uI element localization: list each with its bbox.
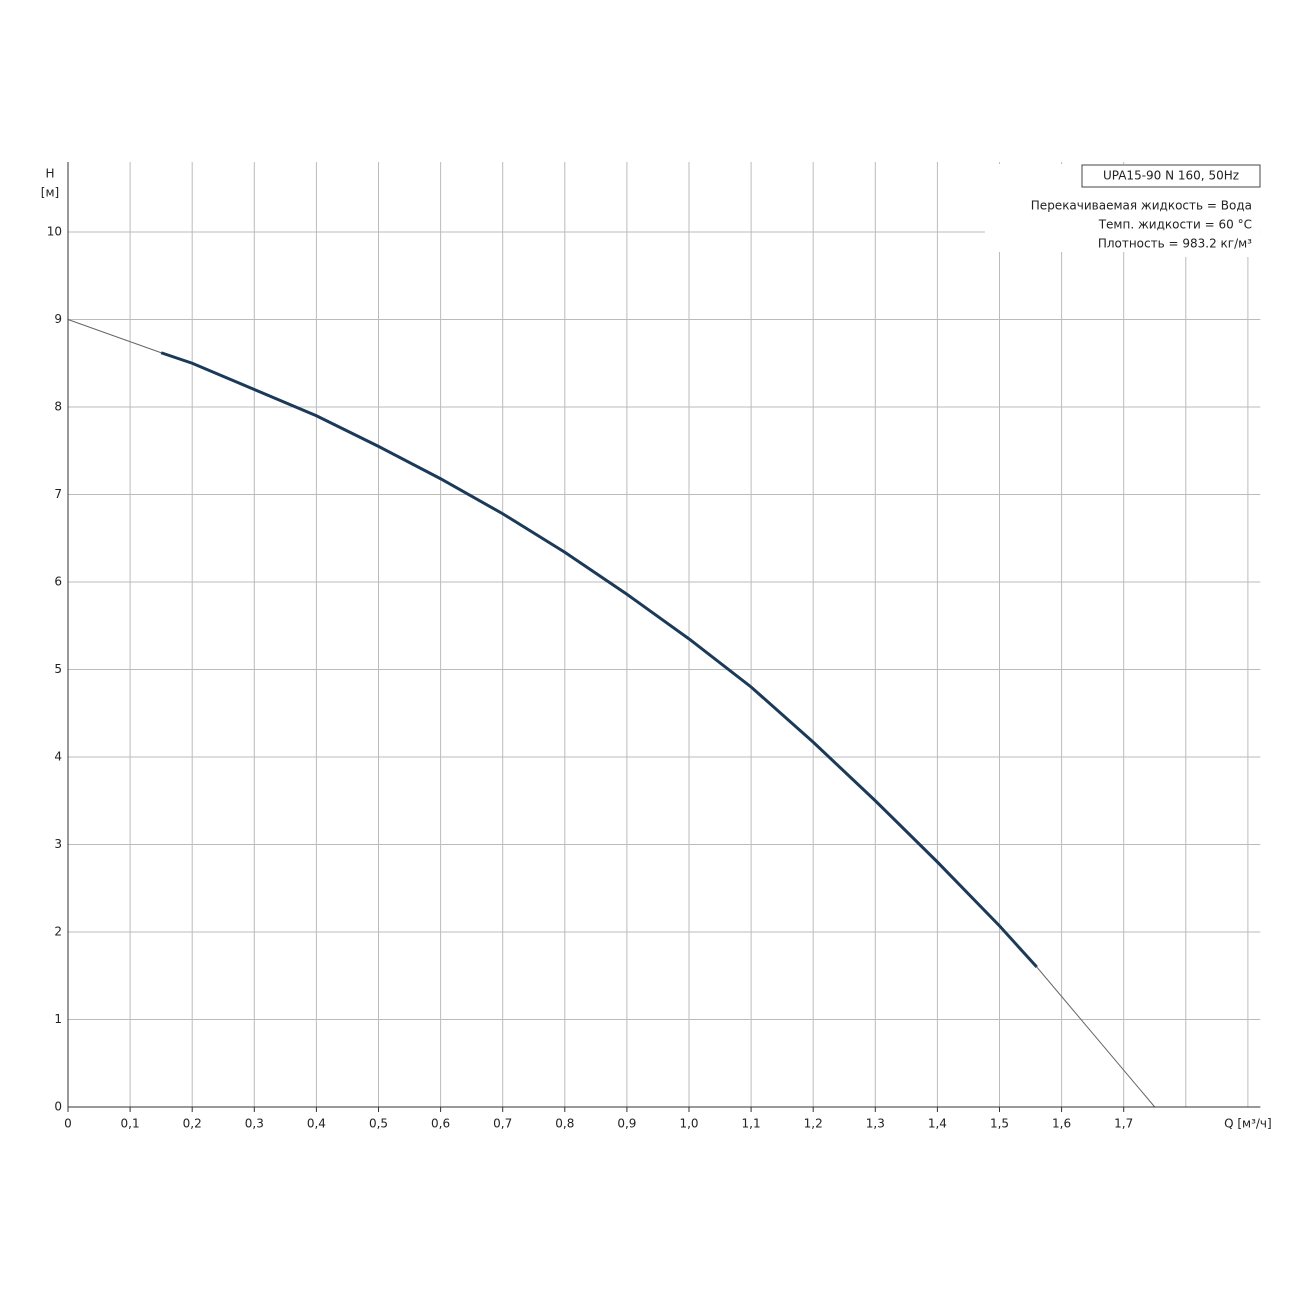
- x-axis-label: Q [м³/ч]: [1224, 1117, 1272, 1131]
- y-tick-label: 4: [54, 750, 62, 764]
- x-tick-label: 1,3: [866, 1117, 885, 1131]
- x-tick-label: 0,2: [183, 1117, 202, 1131]
- x-tick-label: 0: [64, 1117, 72, 1131]
- x-tick-label: 1,1: [742, 1117, 761, 1131]
- y-tick-label: 6: [54, 575, 62, 589]
- plot: [67, 319, 1156, 1108]
- chart-title: UPA15-90 N 160, 50Hz: [1103, 169, 1239, 183]
- y-axis-label: [м]: [41, 186, 59, 200]
- x-tick-label: 0,7: [493, 1117, 512, 1131]
- pump-curve: [67, 319, 1156, 1108]
- x-tick-label: 1,0: [679, 1117, 698, 1131]
- x-tick-label: 0,9: [617, 1117, 636, 1131]
- pump-curve: [160, 351, 1038, 969]
- x-tick-label: 0,4: [307, 1117, 326, 1131]
- x-tick-label: 1,5: [990, 1117, 1009, 1131]
- annotation: Темп. жидкости = 60 °C: [1098, 218, 1252, 232]
- y-tick-label: 2: [54, 925, 62, 939]
- y-tick-label: 0: [54, 1100, 62, 1114]
- y-tick-label: 10: [47, 225, 62, 239]
- x-tick-label: 0,3: [245, 1117, 264, 1131]
- grid: [67, 162, 1261, 1108]
- y-tick-label: 7: [54, 487, 62, 501]
- annotation: Плотность = 983.2 кг/м³: [1098, 237, 1252, 251]
- annotation: Перекачиваемая жидкость = Вода: [1031, 199, 1252, 213]
- y-tick-label: 5: [54, 662, 62, 676]
- y-tick-label: 1: [54, 1012, 62, 1026]
- x-tick-label: 0,5: [369, 1117, 388, 1131]
- x-tick-label: 1,2: [804, 1117, 823, 1131]
- y-tick-label: 3: [54, 837, 62, 851]
- x-tick-label: 0,8: [555, 1117, 574, 1131]
- y-axis-label: H: [45, 167, 54, 181]
- title-box: [1081, 164, 1261, 188]
- x-tick-label: 1,7: [1114, 1117, 1133, 1131]
- x-tick-label: 1,6: [1052, 1117, 1071, 1131]
- y-tick-label: 9: [54, 312, 62, 326]
- y-tick-label: 8: [54, 400, 62, 414]
- x-tick-label: 1,4: [928, 1117, 947, 1131]
- x-tick-label: 0,1: [121, 1117, 140, 1131]
- x-tick-label: 0,6: [431, 1117, 450, 1131]
